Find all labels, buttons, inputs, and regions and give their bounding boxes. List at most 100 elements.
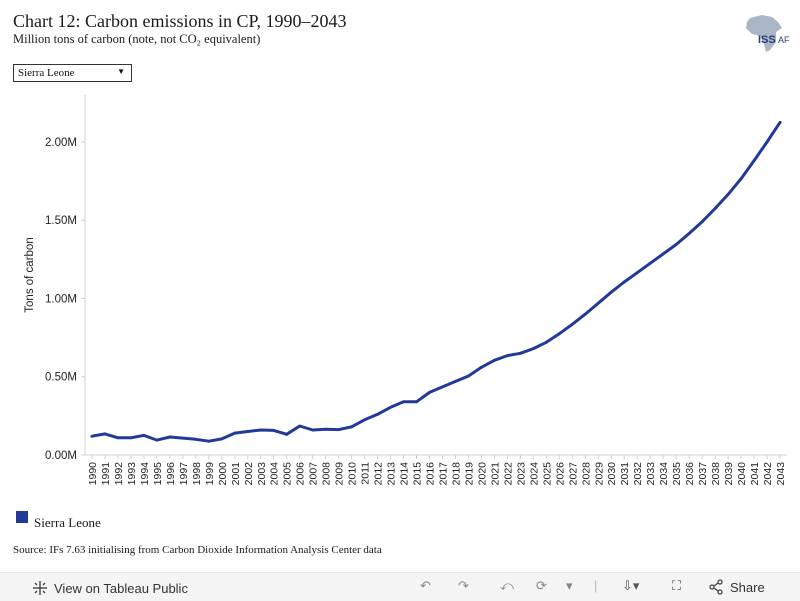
x-tick-label: 2024 (528, 462, 540, 486)
share-button[interactable]: Share (708, 579, 765, 595)
x-tick-label: 2004 (269, 462, 281, 486)
data-point (129, 436, 133, 440)
data-point (90, 434, 94, 438)
data-point (609, 290, 613, 294)
data-point (298, 424, 302, 428)
data-point (415, 400, 418, 404)
share-icon (709, 579, 723, 595)
data-point (116, 436, 120, 440)
y-tick-label: 1.50M (45, 215, 77, 227)
x-tick-label: 2033 (645, 462, 657, 486)
data-point (363, 418, 367, 422)
data-point (168, 435, 172, 439)
data-point (622, 280, 626, 284)
x-tick-label: 1999 (204, 462, 216, 486)
data-point (155, 438, 159, 442)
toolbar-divider: | (594, 578, 598, 593)
x-tick-label: 2038 (710, 462, 722, 486)
data-point (583, 312, 587, 316)
data-point (700, 220, 704, 224)
x-tick-label: 1991 (100, 462, 112, 486)
data-point (194, 437, 198, 441)
view-on-tableau-link[interactable]: View on Tableau Public (32, 580, 188, 596)
data-point (402, 400, 405, 404)
x-tick-label: 2011 (360, 462, 372, 485)
y-tick-label: 0.50M (45, 372, 77, 384)
x-tick-label: 2007 (308, 462, 320, 486)
data-point (635, 271, 639, 275)
data-point (324, 427, 328, 431)
data-point (674, 243, 678, 246)
data-point (752, 159, 756, 163)
download-icon[interactable]: ⇩▾ (622, 578, 640, 593)
data-point (376, 412, 379, 416)
pause-dropdown-icon[interactable]: ▾ (566, 578, 573, 593)
x-tick-label: 2025 (541, 462, 553, 486)
legend-label: Sierra Leone (34, 515, 101, 530)
data-point (518, 351, 522, 355)
x-tick-label: 2021 (489, 462, 501, 486)
data-point (259, 428, 263, 432)
x-tick-label: 2012 (373, 462, 385, 486)
chart-title: Chart 12: Carbon emissions in CP, 1990–2… (13, 11, 347, 31)
refresh-icon[interactable]: ⟳ (536, 578, 547, 593)
tableau-toolbar: View on Tableau Public ↶ ↷ ⤺ ⟳ ▾ | ⇩▾ ⛶ … (0, 572, 800, 601)
data-point (441, 385, 444, 389)
data-point (531, 347, 535, 350)
data-point (220, 437, 224, 441)
iss-africa-logo: ISS AF (742, 12, 792, 56)
x-tick-label: 2026 (554, 462, 566, 486)
undo-icon[interactable]: ↶ (420, 578, 431, 593)
data-point (337, 428, 341, 432)
x-tick-label: 2020 (476, 462, 488, 486)
x-tick-label: 2042 (762, 462, 774, 486)
africa-map-icon (746, 15, 782, 52)
data-point (480, 365, 483, 369)
dropdown-selected-value: Sierra Leone (18, 67, 75, 79)
data-point (544, 340, 548, 344)
x-tick-label: 2010 (347, 462, 359, 486)
x-tick-label: 2017 (437, 462, 449, 486)
data-point (557, 332, 561, 336)
view-on-tableau-label: View on Tableau Public (54, 580, 188, 596)
source-note: Source: IFs 7.63 initialising from Carbo… (13, 544, 382, 556)
x-tick-label: 2037 (697, 462, 709, 486)
country-filter-dropdown[interactable]: Sierra Leone ▼ (13, 64, 132, 82)
x-tick-label: 1990 (87, 462, 99, 486)
data-point (207, 439, 211, 443)
legend-swatch (16, 511, 28, 523)
data-point (233, 431, 237, 435)
x-tick-label: 2002 (243, 462, 255, 486)
x-tick-label: 2032 (632, 462, 644, 486)
x-tick-label: 2000 (217, 462, 229, 486)
logo-text: ISS (758, 34, 776, 46)
x-tick-label: 2006 (295, 462, 307, 486)
data-point (285, 432, 289, 436)
x-tick-label: 2022 (502, 462, 514, 486)
fullscreen-icon[interactable]: ⛶ (672, 578, 682, 593)
revert-icon[interactable]: ⤺ (500, 578, 514, 593)
x-tick-label: 2014 (399, 462, 411, 486)
x-tick-label: 2028 (580, 462, 592, 486)
x-tick-label: 2034 (658, 462, 670, 486)
x-tick-label: 2036 (684, 462, 696, 486)
x-tick-label: 2043 (775, 462, 787, 486)
x-tick-label: 2035 (671, 462, 683, 486)
data-point (389, 405, 392, 409)
redo-icon[interactable]: ↷ (458, 578, 469, 593)
data-point (493, 358, 496, 362)
x-tick-label: 1998 (191, 462, 203, 486)
x-tick-label: 2016 (425, 462, 437, 486)
data-point (454, 380, 457, 383)
x-tick-label: 1993 (126, 462, 138, 486)
data-point (687, 232, 691, 235)
x-tick-label: 2003 (256, 462, 268, 486)
x-tick-label: 2013 (386, 462, 398, 486)
x-tick-label: 2005 (282, 462, 294, 486)
x-tick-label: 1994 (139, 462, 151, 486)
x-tick-label: 2031 (619, 462, 631, 486)
x-tick-label: 2009 (334, 462, 346, 486)
x-tick-label: 2027 (567, 462, 579, 486)
x-tick-label: 2018 (450, 462, 462, 486)
